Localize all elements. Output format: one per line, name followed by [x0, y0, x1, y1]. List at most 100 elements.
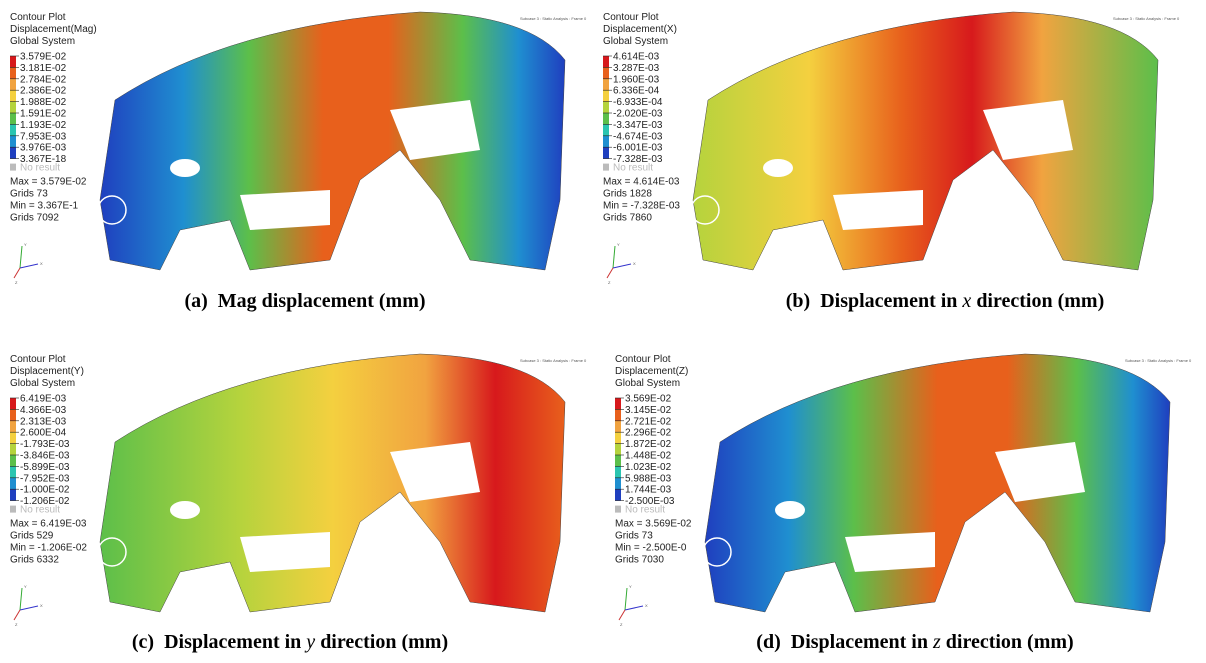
colorbar-label: -4.674E-03: [613, 131, 663, 142]
legend-stat: Grids 7092: [10, 213, 59, 224]
triad-axis: [19, 587, 23, 611]
legend-title: Contour Plot: [603, 12, 659, 23]
colorbar-label: 2.386E-02: [20, 86, 67, 97]
colorbar-label: -2.020E-03: [613, 109, 663, 120]
legend-stat: Grids 73: [10, 189, 48, 200]
legend-stat: Max = 6.419E-03: [10, 519, 87, 530]
colorbar-band: [603, 67, 609, 79]
triad-label: Y: [24, 584, 27, 589]
colorbar-band: [603, 56, 609, 68]
colorbar-band: [10, 409, 16, 421]
triad-label: X: [40, 261, 43, 266]
legend-stat: Grids 7860: [603, 213, 652, 224]
caption-label: (c): [132, 631, 154, 653]
colorbar-band: [10, 489, 16, 501]
colorbar-label: 1.960E-03: [613, 74, 660, 85]
triad-label: Z: [620, 622, 623, 627]
colorbar-band: [10, 420, 16, 433]
caption-text: Mag displacement (mm): [218, 290, 426, 312]
colorbar-band: [10, 56, 16, 68]
colorbar-label: -1.793E-03: [20, 439, 70, 450]
colorbar-label: 4.614E-03: [613, 52, 660, 63]
legend-stat: Min = -1.206E-02: [10, 543, 87, 554]
colorbar-band: [603, 135, 609, 148]
triad-axis: [612, 263, 632, 269]
caption-variable: z: [932, 631, 941, 653]
subcase-label: Subcase 3 : Static Analysis : Frame 0: [520, 358, 587, 363]
caption-variable: y: [304, 631, 315, 653]
model-body: [99, 353, 566, 613]
model-hole: [170, 501, 200, 519]
colorbar-label: -3.846E-03: [20, 451, 70, 462]
colorbar-band: [603, 113, 609, 125]
legend-title: Contour Plot: [10, 12, 66, 23]
caption-text: direction (mm): [941, 631, 1074, 653]
triad-label: Z: [608, 280, 611, 285]
colorbar-band: [10, 477, 16, 490]
no-result-swatch: [10, 163, 16, 171]
no-result-swatch: [615, 505, 621, 513]
model-hole: [390, 100, 480, 160]
colorbar-label: 1.023E-02: [625, 462, 672, 473]
colorbar-label: 4.366E-03: [20, 405, 67, 416]
wheel-mark: [97, 195, 127, 225]
model-body: [692, 11, 1159, 271]
colorbar-band: [603, 90, 609, 102]
triad-axis: [13, 609, 21, 621]
no-result-label: No result: [20, 163, 60, 174]
subcase-label: Subcase 3 : Static Analysis : Frame 0: [520, 16, 587, 21]
colorbar-band: [615, 420, 621, 433]
colorbar-label: 3.145E-02: [625, 405, 672, 416]
colorbar-label: 2.296E-02: [625, 428, 672, 439]
triad-label: Y: [629, 584, 632, 589]
caption: (d) Displacement in z direction (mm): [756, 631, 1073, 653]
triad-axis: [612, 245, 616, 269]
triad-label: Z: [15, 280, 18, 285]
colorbar-label: 1.872E-02: [625, 439, 672, 450]
colorbar-label: 7.953E-03: [20, 131, 67, 142]
legend-quantity: Displacement(Z): [615, 366, 688, 377]
caption-label: (a): [184, 290, 207, 312]
no-result-swatch: [603, 163, 609, 171]
colorbar-band: [603, 147, 609, 159]
colorbar-band: [10, 78, 16, 91]
legend-stat: Grids 6332: [10, 555, 59, 566]
caption-text: direction (mm): [315, 631, 448, 653]
legend-quantity: Displacement(X): [603, 24, 677, 35]
triad-axis: [19, 245, 23, 269]
subcase-label: Subcase 3 : Static Analysis : Frame 0: [1113, 16, 1180, 21]
triad-axis: [624, 605, 644, 611]
colorbar-label: -6.933E-04: [613, 97, 663, 108]
colorbar-label: -2.500E-03: [625, 496, 675, 507]
colorbar-label: 1.744E-03: [625, 485, 672, 496]
colorbar-label: 3.287E-03: [613, 63, 660, 74]
model-hole: [833, 190, 923, 230]
colorbar-label: 3.579E-02: [20, 52, 67, 63]
triad-label: Y: [617, 242, 620, 247]
colorbar-label: -1.000E-02: [20, 485, 70, 496]
legend-quantity: Displacement(Mag): [10, 24, 97, 35]
model-hole: [240, 532, 330, 572]
triad-axis: [19, 263, 39, 269]
colorbar-label: -1.206E-02: [20, 496, 70, 507]
caption-text: Displacement in: [820, 290, 962, 312]
triad-axis: [618, 609, 626, 621]
colorbar-label: 5.988E-03: [625, 473, 672, 484]
colorbar-band: [615, 432, 621, 444]
caption-text: Displacement in: [791, 631, 933, 653]
colorbar-band: [603, 124, 609, 136]
colorbar-band: [10, 443, 16, 455]
wheel-mark: [702, 537, 732, 567]
colorbar-band: [615, 455, 621, 467]
colorbar-label: 3.367E-18: [20, 154, 67, 165]
model-body: [704, 353, 1171, 613]
triad-label: X: [645, 603, 648, 608]
wheel-mark: [690, 195, 720, 225]
caption: (a) Mag displacement (mm): [184, 290, 425, 312]
legend-system: Global System: [10, 378, 75, 389]
legend-title: Contour Plot: [10, 354, 66, 365]
triad-axis: [606, 267, 614, 279]
